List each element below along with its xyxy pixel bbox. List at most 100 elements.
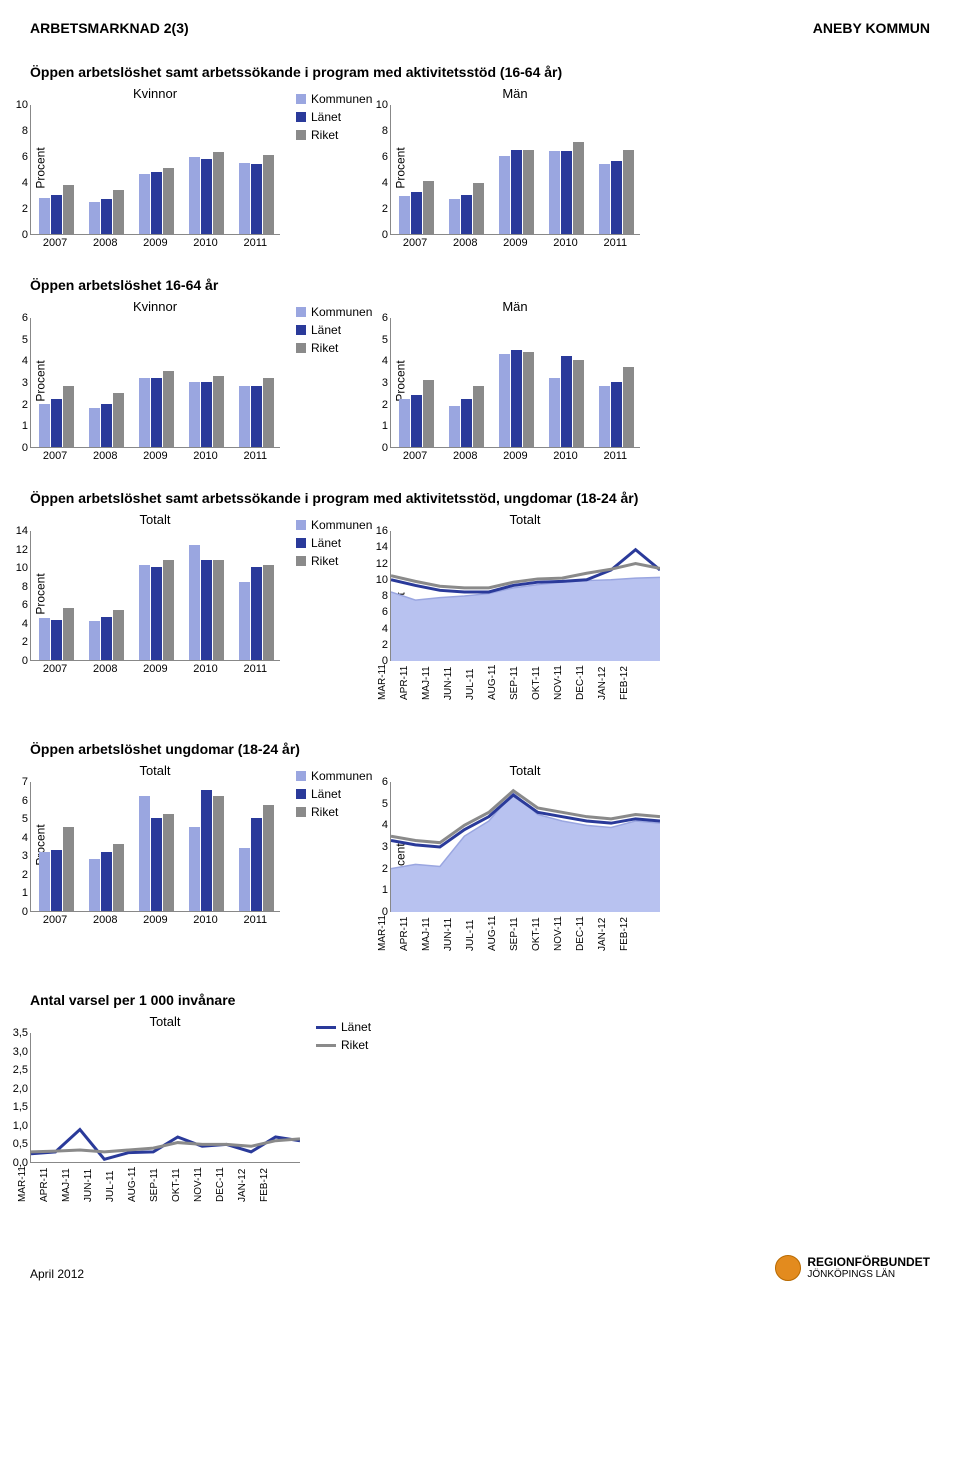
x-label: 2007 bbox=[43, 237, 67, 249]
bar bbox=[113, 844, 124, 911]
legend-item: Länet bbox=[316, 1020, 400, 1034]
bar bbox=[189, 382, 200, 447]
footer-org1: REGIONFÖRBUNDET bbox=[807, 1256, 930, 1269]
y-tick: 6 bbox=[382, 312, 388, 324]
bar-group bbox=[499, 150, 534, 235]
x-label: 2008 bbox=[93, 914, 117, 926]
sec4-title: Öppen arbetslöshet ungdomar (18-24 år) bbox=[30, 741, 930, 757]
y-tick: 6 bbox=[22, 312, 28, 324]
x-label: 2007 bbox=[43, 450, 67, 462]
sec3-line-xlabels: MAR-11APR-11MAJ-11JUN-11JUL-11AUG-11SEP-… bbox=[390, 665, 660, 713]
sec1-legend: KommunenLänetRiket bbox=[290, 86, 380, 142]
y-tick: 0 bbox=[22, 442, 28, 454]
sec2-row: Kvinnor Procent 0123456 2007200820092010… bbox=[30, 299, 930, 462]
legend-label: Länet bbox=[311, 110, 341, 124]
legend-label: Länet bbox=[341, 1020, 371, 1034]
y-tick: 6 bbox=[382, 151, 388, 163]
y-tick: 6 bbox=[22, 599, 28, 611]
sec2-legend: KommunenLänetRiket bbox=[290, 299, 380, 355]
legend-swatch bbox=[296, 789, 306, 799]
y-tick: 6 bbox=[382, 606, 388, 618]
bar bbox=[399, 196, 410, 234]
bar bbox=[201, 790, 212, 911]
bar bbox=[101, 404, 112, 447]
y-tick: 5 bbox=[382, 334, 388, 346]
bar bbox=[201, 560, 212, 660]
sec1-right-yticks: 0246810 bbox=[368, 105, 388, 235]
sec3-row: Totalt Procent 02468101214 2007200820092… bbox=[30, 512, 930, 713]
legend-label: Kommunen bbox=[311, 769, 372, 783]
bar bbox=[251, 386, 262, 447]
x-label: 2007 bbox=[43, 663, 67, 675]
sec5-line-block: Totalt 0,00,51,01,52,02,53,03,5 MAR-11AP… bbox=[30, 1014, 300, 1215]
y-tick: 0 bbox=[22, 229, 28, 241]
x-label: FEB-12 bbox=[619, 678, 667, 700]
legend-label: Kommunen bbox=[311, 518, 372, 532]
legend-swatch bbox=[316, 1044, 336, 1047]
y-tick: 7 bbox=[22, 776, 28, 788]
bar bbox=[113, 610, 124, 660]
sec2-left-yticks: 0123456 bbox=[8, 318, 28, 448]
y-tick: 2 bbox=[382, 399, 388, 411]
sec1-right-chart bbox=[390, 105, 640, 235]
x-label: 2011 bbox=[243, 237, 267, 249]
x-label: 2010 bbox=[553, 450, 577, 462]
bar bbox=[611, 382, 622, 447]
bar-group bbox=[239, 378, 274, 447]
bar bbox=[139, 378, 150, 447]
y-tick: 8 bbox=[382, 125, 388, 137]
bar bbox=[423, 380, 434, 447]
bar bbox=[89, 621, 100, 660]
bar bbox=[139, 796, 150, 911]
y-tick: 3,0 bbox=[13, 1046, 28, 1058]
y-tick: 12 bbox=[16, 544, 28, 556]
bar bbox=[39, 618, 50, 660]
sec3-bar-title: Totalt bbox=[139, 512, 170, 527]
sec2-right-block: Män Procent 0123456 20072008200920102011 bbox=[390, 299, 640, 462]
legend-swatch bbox=[296, 94, 306, 104]
bar bbox=[239, 582, 250, 660]
y-tick: 2 bbox=[382, 639, 388, 651]
bar bbox=[51, 399, 62, 447]
bar bbox=[101, 617, 112, 660]
bar bbox=[473, 386, 484, 447]
bar bbox=[163, 814, 174, 911]
y-tick: 1 bbox=[22, 887, 28, 899]
sec5-legend: LänetRiket bbox=[310, 1014, 400, 1052]
bar bbox=[51, 195, 62, 234]
bar bbox=[473, 183, 484, 234]
footer-org2: JÖNKÖPINGS LÄN bbox=[807, 1269, 930, 1280]
bar-group bbox=[89, 610, 124, 660]
y-tick: 8 bbox=[382, 590, 388, 602]
bar bbox=[213, 796, 224, 911]
bar bbox=[63, 386, 74, 447]
bar bbox=[163, 560, 174, 660]
sec4-bar-xlabels: 20072008200920102011 bbox=[30, 914, 280, 926]
y-tick: 2 bbox=[382, 863, 388, 875]
bar-group bbox=[189, 790, 224, 911]
y-tick: 2 bbox=[22, 636, 28, 648]
bar bbox=[51, 850, 62, 911]
bar-group bbox=[599, 367, 634, 447]
header-right: ANEBY KOMMUN bbox=[813, 20, 930, 36]
bar bbox=[63, 608, 74, 660]
bar-group bbox=[39, 608, 74, 660]
sec5-row: Totalt 0,00,51,01,52,02,53,03,5 MAR-11AP… bbox=[30, 1014, 930, 1215]
bar bbox=[549, 378, 560, 447]
sec1-left-block: Kvinnor Procent 0246810 2007200820092010… bbox=[30, 86, 280, 249]
bar-group bbox=[399, 380, 434, 447]
sec4-bar-title: Totalt bbox=[139, 763, 170, 778]
bar bbox=[213, 560, 224, 660]
sec3-bar-xlabels: 20072008200920102011 bbox=[30, 663, 280, 675]
bar bbox=[251, 567, 262, 660]
bar bbox=[163, 168, 174, 234]
bar bbox=[63, 827, 74, 911]
page-header: ARBETSMARKNAD 2(3) ANEBY KOMMUN bbox=[30, 20, 930, 36]
bar bbox=[101, 852, 112, 911]
sec2-left-xlabels: 20072008200920102011 bbox=[30, 450, 280, 462]
x-label: 2011 bbox=[243, 450, 267, 462]
legend-item: Kommunen bbox=[296, 518, 380, 532]
y-tick: 5 bbox=[382, 798, 388, 810]
bar bbox=[189, 545, 200, 660]
legend-label: Länet bbox=[311, 787, 341, 801]
